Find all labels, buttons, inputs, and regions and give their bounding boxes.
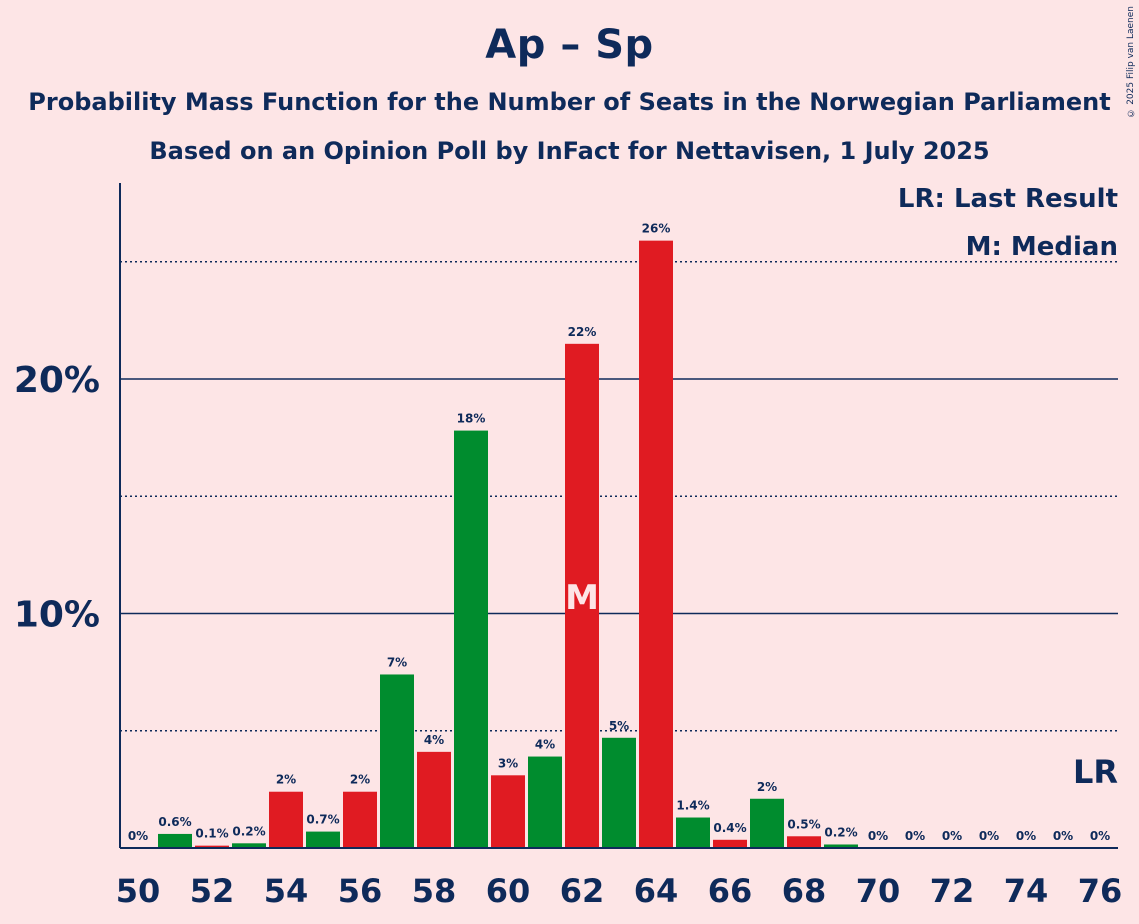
- bar-seat-60: [491, 775, 525, 848]
- bar-value-label: 0%: [1016, 829, 1036, 843]
- bar-value-label: 1.4%: [676, 799, 709, 813]
- bars: [158, 240, 858, 848]
- bar-value-label: 4%: [535, 738, 555, 752]
- x-tick-label: 56: [338, 872, 383, 910]
- bar-seat-57: [380, 674, 414, 848]
- x-tick-label: 62: [560, 872, 605, 910]
- chart-subtitle: Probability Mass Function for the Number…: [28, 88, 1111, 116]
- bar-value-label: 22%: [568, 325, 597, 339]
- bar-value-label: 4%: [424, 733, 444, 747]
- bar-value-labels: 0% 0.6% 0.1% 0.2% 2% 0.7% 2% 7% 4% 18% 3% 4% 22% 5% 26…: [128, 222, 1110, 843]
- bar-seat-63: [602, 737, 636, 848]
- bar-value-label: 0.1%: [195, 827, 228, 841]
- bar-seat-69: [824, 844, 858, 848]
- bar-value-label: 2%: [276, 773, 296, 787]
- bar-value-label: 0.7%: [306, 813, 339, 827]
- bar-value-label: 0%: [128, 829, 148, 843]
- bar-value-label: 2%: [350, 773, 370, 787]
- bar-seat-51: [158, 833, 192, 848]
- bar-seat-67: [750, 798, 784, 848]
- bar-value-label: 0%: [868, 829, 888, 843]
- median-marker: M: [565, 578, 599, 618]
- x-tick-label: 64: [634, 872, 679, 910]
- y-axis-ticks: 10% 20%: [14, 360, 100, 636]
- bar-seat-64: [639, 240, 673, 848]
- bar-seat-54: [269, 791, 303, 848]
- markers: M LR: [565, 578, 1118, 791]
- bar-seat-65: [676, 817, 710, 848]
- bar-seat-62: [565, 343, 599, 848]
- axes: [119, 183, 1118, 849]
- chart-source-line: Based on an Opinion Poll by InFact for N…: [149, 137, 990, 165]
- bar-value-label: 3%: [498, 756, 518, 770]
- x-axis-ticks: 50 52 54 56 58 60 62 64 66 68 70 72 74 76: [116, 872, 1123, 910]
- bar-value-label: 0.6%: [158, 815, 191, 829]
- bar-value-label: 0%: [1053, 829, 1073, 843]
- chart-title: Ap – Sp: [485, 22, 654, 68]
- x-tick-label: 76: [1078, 872, 1123, 910]
- bar-value-label: 2%: [757, 780, 777, 794]
- bar-seat-56: [343, 791, 377, 848]
- bar-value-label: 26%: [642, 222, 671, 236]
- x-tick-label: 70: [856, 872, 901, 910]
- x-tick-label: 66: [708, 872, 753, 910]
- bar-seat-59: [454, 430, 488, 848]
- bar-value-label: 0.2%: [232, 824, 265, 838]
- bar-seat-53: [232, 843, 266, 848]
- x-tick-label: 52: [190, 872, 235, 910]
- gridlines: [120, 261, 1118, 732]
- bar-value-label: 0%: [942, 829, 962, 843]
- x-tick-label: 58: [412, 872, 457, 910]
- bar-value-label: 0.5%: [787, 817, 820, 831]
- last-result-marker: LR: [1073, 753, 1118, 791]
- bar-value-label: 0%: [1090, 829, 1110, 843]
- x-tick-label: 68: [782, 872, 827, 910]
- x-tick-label: 72: [930, 872, 975, 910]
- bar-seat-61: [528, 756, 562, 848]
- x-tick-label: 54: [264, 872, 309, 910]
- bar-value-label: 18%: [457, 412, 486, 426]
- bar-value-label: 0%: [979, 829, 999, 843]
- y-tick-label: 10%: [14, 595, 100, 636]
- bar-seat-66: [713, 839, 747, 848]
- legend-last-result: LR: Last Result: [897, 184, 1118, 214]
- x-tick-label: 74: [1004, 872, 1049, 910]
- bar-seat-52: [195, 845, 229, 848]
- bar-seat-55: [306, 831, 340, 848]
- x-tick-label: 60: [486, 872, 531, 910]
- legend-median: M: Median: [965, 232, 1118, 262]
- bar-value-label: 0%: [905, 829, 925, 843]
- x-tick-label: 50: [116, 872, 161, 910]
- bar-value-label: 0.4%: [713, 821, 746, 835]
- bar-value-label: 0.2%: [824, 825, 857, 839]
- y-tick-label: 20%: [14, 360, 100, 401]
- bar-seat-68: [787, 836, 821, 848]
- bar-seat-58: [417, 751, 451, 848]
- bar-value-label: 7%: [387, 655, 407, 669]
- bar-value-label: 5%: [609, 719, 629, 733]
